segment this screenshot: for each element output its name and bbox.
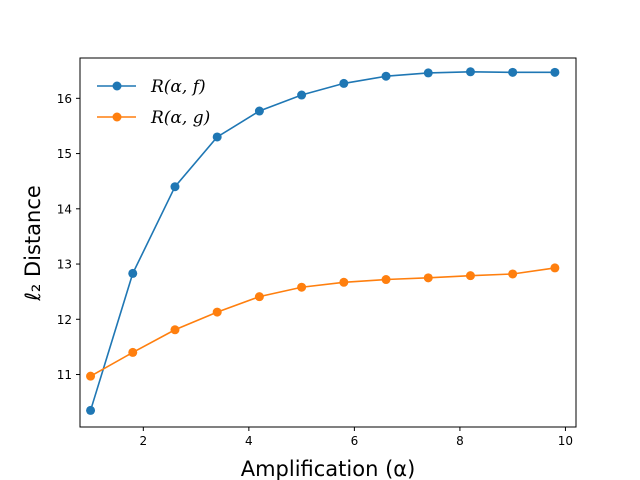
- x-tick-label: 10: [558, 434, 573, 448]
- legend-label-0: R(α, f): [150, 77, 206, 97]
- data-point-series-0: [508, 67, 518, 77]
- data-point-series-0: [254, 106, 264, 116]
- y-tick-label: 13: [57, 258, 72, 272]
- y-tick-label: 16: [57, 92, 72, 106]
- data-point-series-0: [550, 67, 560, 77]
- x-tick-label: 6: [351, 434, 359, 448]
- data-point-series-0: [297, 90, 307, 100]
- y-tick-label: 12: [57, 313, 72, 327]
- data-point-series-1: [86, 371, 96, 381]
- data-point-series-0: [86, 405, 96, 415]
- data-point-series-1: [465, 271, 475, 281]
- data-point-series-1: [508, 269, 518, 279]
- data-point-series-0: [423, 68, 433, 78]
- legend: R(α, f) R(α, g): [97, 77, 210, 128]
- x-tick-label: 8: [456, 434, 464, 448]
- y-tick-label: 11: [57, 368, 72, 382]
- data-point-series-1: [423, 273, 433, 283]
- data-point-series-0: [339, 78, 349, 88]
- data-point-series-1: [550, 263, 560, 273]
- legend-label-1: R(α, g): [150, 108, 210, 128]
- x-tick-label: 2: [139, 434, 147, 448]
- data-point-series-1: [381, 275, 391, 285]
- data-point-series-0: [170, 182, 180, 192]
- y-axis-ticks: 11 12 13 14 15 16: [57, 92, 80, 382]
- data-point-series-1: [339, 277, 349, 287]
- data-point-series-1: [297, 282, 307, 292]
- data-point-series-0: [465, 67, 475, 77]
- x-axis-label: Amplification (α): [241, 457, 416, 480]
- data-point-series-0: [128, 268, 138, 278]
- data-point-series-0: [381, 71, 391, 81]
- x-tick-label: 4: [245, 434, 253, 448]
- data-point-series-1: [212, 307, 222, 317]
- y-tick-label: 14: [57, 202, 72, 216]
- plot-frame: [79, 57, 577, 428]
- legend-marker-0: [112, 81, 122, 91]
- data-point-series-1: [170, 325, 180, 335]
- data-point-series-0: [212, 132, 222, 142]
- series-line-0: [89, 71, 555, 411]
- y-tick-label: 15: [57, 147, 72, 161]
- series-layer: [86, 67, 560, 415]
- y-axis-label: ℓ₂ Distance: [21, 185, 45, 302]
- legend-marker-1: [112, 112, 122, 122]
- x-axis-ticks: 2 4 6 8 10: [139, 427, 573, 448]
- data-point-series-1: [254, 292, 264, 302]
- data-point-series-1: [128, 347, 138, 357]
- series-line-1: [90, 267, 556, 377]
